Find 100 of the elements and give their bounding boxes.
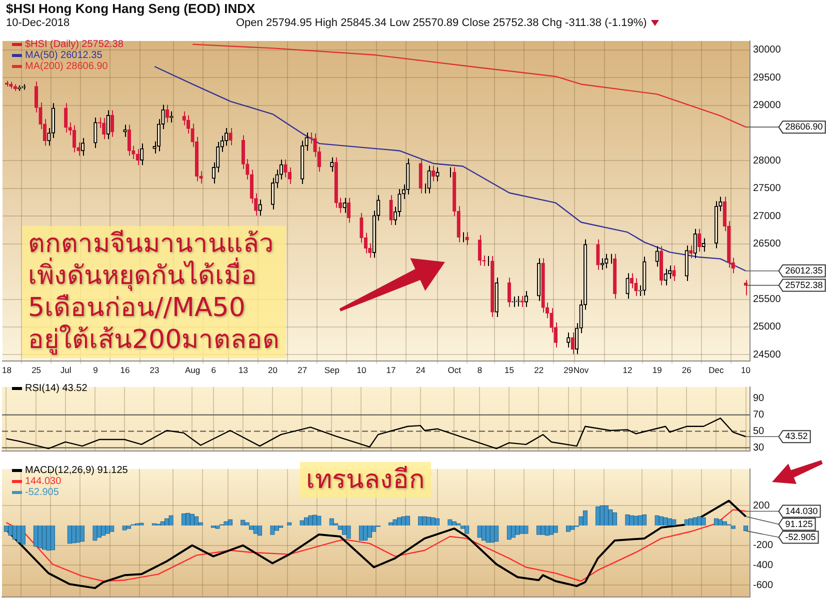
x-tick-label: 18 bbox=[2, 365, 12, 376]
candlestick bbox=[566, 332, 570, 348]
candlestick bbox=[165, 104, 170, 123]
x-tick-label: 10 bbox=[356, 365, 366, 376]
legend-label: -52.905 bbox=[25, 487, 59, 498]
annotation: 25752.38 bbox=[785, 280, 823, 290]
y-tick-label: 90 bbox=[753, 393, 765, 404]
annotation: ตกตามจีนมานานแล้ว เพิ่งดันหยุดกันได้เมื่อ 5เดือนก่อน//MA50 อยู่ใต้เส้น200มาตลอด bbox=[22, 226, 286, 358]
x-tick-label: 24 bbox=[416, 365, 426, 376]
y-tick-label: 28000 bbox=[753, 155, 782, 166]
x-tick-label: 27 bbox=[298, 365, 308, 376]
annotation: 26012.35 bbox=[785, 265, 823, 276]
candlestick bbox=[427, 165, 431, 194]
y-tick-label: 29000 bbox=[753, 100, 782, 112]
y-tick-label: 25000 bbox=[753, 322, 782, 333]
candlestick bbox=[655, 246, 659, 268]
y-tick-label: -200 bbox=[753, 540, 774, 552]
candlestick bbox=[626, 272, 630, 300]
x-tick-label: 9 bbox=[93, 365, 98, 376]
candlestick bbox=[136, 148, 140, 166]
candlestick bbox=[140, 143, 144, 166]
candlestick bbox=[376, 194, 380, 222]
candlestick bbox=[224, 128, 228, 146]
y-tick-label: 50 bbox=[753, 426, 765, 438]
annotation: 28606.90 bbox=[785, 122, 823, 132]
x-tick-label: 22 bbox=[534, 365, 544, 376]
legend-label: $HSI (Daily) 25752.38 bbox=[25, 39, 124, 50]
y-tick-label: 200 bbox=[753, 500, 770, 512]
candlestick bbox=[34, 80, 38, 113]
y-tick-label: 30000 bbox=[753, 44, 782, 56]
candlestick bbox=[689, 245, 693, 259]
x-tick-label: 16 bbox=[120, 365, 130, 376]
x-tick-label: 12 bbox=[622, 365, 633, 376]
x-tick-label: 15 bbox=[504, 365, 514, 376]
x-tick-label: 26 bbox=[682, 365, 692, 376]
x-tick-label: 29 bbox=[564, 365, 574, 376]
x-tick-label: 6 bbox=[211, 365, 216, 376]
y-tick-label: -600 bbox=[753, 580, 774, 591]
candlestick bbox=[106, 110, 110, 140]
candlestick bbox=[672, 264, 676, 282]
candlestick bbox=[170, 110, 174, 123]
candlestick bbox=[398, 188, 402, 218]
candlestick bbox=[693, 228, 697, 259]
x-tick-label: Nov bbox=[574, 365, 590, 376]
x-tick-label: Oct bbox=[448, 365, 462, 376]
candlestick bbox=[512, 296, 516, 308]
chart-title: $HSI Hong Kong Hang Seng (EOD) INDX bbox=[6, 1, 256, 16]
candlestick bbox=[284, 159, 288, 178]
x-tick-label: 10 bbox=[741, 365, 751, 376]
y-tick-label: 30 bbox=[753, 442, 765, 454]
candlestick bbox=[465, 232, 469, 246]
candlestick bbox=[570, 332, 574, 355]
legend-label: MA(50) 26012.35 bbox=[25, 50, 102, 61]
candlestick bbox=[246, 158, 250, 180]
x-tick-label: 23 bbox=[150, 365, 160, 376]
x-tick-label: 25 bbox=[32, 365, 42, 376]
x-tick-label: 17 bbox=[386, 365, 396, 376]
y-tick-label: 26500 bbox=[753, 238, 782, 250]
candlestick bbox=[596, 238, 600, 270]
y-tick-label: 25500 bbox=[753, 294, 782, 306]
y-tick-label: 70 bbox=[753, 410, 765, 421]
candlestick bbox=[346, 197, 351, 224]
candlestick bbox=[228, 128, 232, 146]
candlestick bbox=[520, 295, 524, 308]
x-tick-label: Sep bbox=[324, 365, 340, 376]
candlestick bbox=[186, 114, 190, 134]
x-tick-label: Dec bbox=[708, 365, 725, 376]
candlestick bbox=[80, 137, 85, 156]
candlestick bbox=[389, 194, 393, 226]
y-tick-label: 27000 bbox=[753, 210, 782, 222]
annotation: 144.030 bbox=[785, 506, 818, 516]
candlestick bbox=[524, 290, 528, 308]
x-tick-label: 13 bbox=[238, 365, 248, 376]
candlestick bbox=[482, 254, 486, 267]
legend-label: RSI(14) 43.52 bbox=[25, 383, 88, 394]
chart-subtitle: 10-Dec-2018 bbox=[6, 17, 70, 29]
x-tick-label: Aug bbox=[184, 365, 200, 376]
candlestick bbox=[258, 199, 262, 216]
legend-label: MA(200) 28606.90 bbox=[25, 61, 108, 72]
x-tick-label: 19 bbox=[652, 365, 662, 376]
x-tick-label: 20 bbox=[268, 365, 278, 376]
candlestick bbox=[64, 102, 68, 133]
x-tick-label: 8 bbox=[477, 365, 482, 376]
candlestick bbox=[76, 142, 80, 156]
annotation: -52.905 bbox=[785, 532, 816, 542]
legend-label: 144.030 bbox=[25, 476, 62, 487]
candlestick bbox=[478, 234, 482, 266]
y-tick-label: 24500 bbox=[753, 349, 782, 360]
legend-label: MACD(12,26,9) 91.125 bbox=[25, 465, 128, 476]
candlestick bbox=[702, 238, 706, 252]
candlestick bbox=[241, 134, 246, 170]
candlestick bbox=[102, 118, 106, 140]
y-tick-label: -400 bbox=[753, 560, 774, 571]
candlestick bbox=[288, 166, 292, 184]
annotation: 43.52 bbox=[785, 431, 808, 442]
annotation: 91.125 bbox=[785, 518, 813, 529]
candlestick bbox=[436, 166, 440, 182]
y-tick-label: 29500 bbox=[753, 72, 782, 84]
x-tick-label: Jul bbox=[60, 365, 72, 376]
candlestick bbox=[697, 228, 702, 252]
